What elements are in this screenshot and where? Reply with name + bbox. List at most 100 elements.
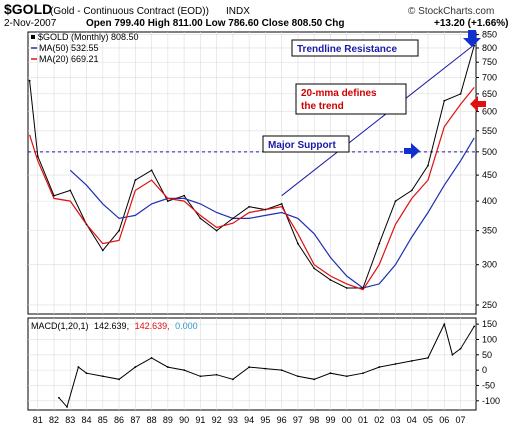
legend-ma20: MA(20) 669.21	[39, 54, 99, 64]
macd-panel	[27, 317, 477, 411]
arrow-left-icon	[470, 96, 486, 112]
macd-x-tick-label: 03	[390, 415, 400, 425]
price-point	[118, 229, 120, 232]
price-point	[166, 200, 169, 203]
price-point	[69, 189, 72, 192]
macd-x-tick-label: 94	[244, 415, 254, 425]
price-point	[427, 164, 429, 167]
change-value: +13.20 (+1.66%)	[434, 18, 509, 29]
price-points	[28, 44, 476, 289]
price-y-axis: 250 300 350 400 450 500 550 600 650 700 750 800 850	[476, 30, 497, 310]
macd-x-tick-label: 91	[195, 415, 205, 425]
macd-point	[443, 323, 446, 326]
price-point	[280, 203, 283, 205]
macd-x-tick-label: 97	[293, 415, 303, 425]
macd-x-tick-label: 95	[260, 415, 270, 425]
macd-y-tick-label: -100	[482, 396, 500, 406]
price-point	[150, 169, 153, 172]
macd-point	[101, 375, 104, 378]
price-y-tick-label: 850	[482, 30, 497, 40]
price-point	[264, 208, 267, 211]
price-y-tick-label: 400	[482, 196, 497, 206]
macd-x-tick-label: 02	[374, 415, 384, 425]
ohlc-summary: Open 799.40 High 811.00 Low 786.60 Close…	[86, 18, 344, 29]
trendline-callout-text: Trendline Resistance	[297, 44, 397, 55]
macd-y-tick-label: 100	[482, 334, 497, 344]
price-y-tick-label: 350	[482, 226, 497, 236]
price-point	[297, 242, 299, 245]
exchange-label: INDX	[226, 6, 250, 17]
macd-point	[199, 375, 202, 378]
price-point	[215, 229, 218, 232]
macd-point	[362, 372, 364, 375]
macd-x-tick-label: 05	[423, 415, 433, 425]
macd-x-tick-label: 07	[456, 415, 466, 425]
macd-point	[66, 406, 68, 408]
macd-x-tick-label: 01	[358, 415, 368, 425]
macd-point	[378, 366, 381, 368]
macd-point	[57, 396, 60, 399]
price-y-tick-label: 700	[482, 72, 497, 82]
macd-point	[248, 366, 251, 368]
macd-point	[264, 367, 267, 370]
trendline-callout-box	[291, 39, 419, 57]
macd-point	[297, 375, 299, 378]
macd-x-tick-label: 87	[130, 415, 140, 425]
macd-x-tick-label: 04	[407, 415, 417, 425]
macd-x-tick-label: 93	[228, 415, 238, 425]
support-callout-box	[262, 135, 350, 153]
price-point	[28, 79, 31, 82]
price-y-tick-label: 450	[482, 170, 497, 180]
price-point	[459, 92, 462, 95]
macd-x-tick-label: 89	[163, 415, 173, 425]
brand-label: © StockCharts.com	[408, 6, 494, 17]
macd-y-axis: -100 -50 0 50 100 150	[476, 319, 500, 406]
arrow-right-icon	[404, 143, 420, 159]
macd-point	[280, 369, 283, 372]
macd-x-tick-label: 00	[342, 415, 352, 425]
macd-point	[427, 356, 429, 359]
price-point	[378, 242, 381, 245]
price-point	[345, 287, 348, 289]
price-point	[36, 155, 39, 158]
price-y-tick-label: 800	[482, 43, 497, 53]
macd-point	[313, 378, 316, 381]
price-point	[248, 205, 251, 208]
price-point	[134, 179, 137, 181]
macd-point	[345, 375, 348, 378]
price-y-tick-label: 600	[482, 107, 497, 117]
mma-callout-line1: 20-mma defines	[301, 88, 377, 99]
macd-x-tick-label: 86	[114, 415, 124, 425]
price-y-tick-label: 500	[482, 147, 497, 157]
price-panel	[27, 31, 477, 315]
macd-grid	[28, 318, 476, 410]
price-y-tick-label: 750	[482, 57, 497, 67]
arrow-down-icon	[463, 30, 481, 47]
trendline-resistance-line	[281, 44, 474, 197]
macd-point	[134, 366, 137, 368]
macd-x-tick-label: 98	[309, 415, 319, 425]
price-y-tick-label: 250	[482, 300, 497, 310]
macd-point	[231, 378, 234, 381]
macd-point	[459, 347, 462, 350]
macd-point	[77, 366, 80, 368]
mma-callout-line2: the trend	[301, 101, 344, 112]
macd-point	[85, 372, 88, 375]
price-point	[362, 287, 364, 289]
mma-callout-box	[295, 83, 407, 115]
macd-legend-v2: 142.639,	[135, 321, 170, 331]
price-point	[101, 249, 104, 252]
macd-legend-label: MACD(1,20,1)	[31, 321, 89, 331]
macd-x-tick-label: 84	[82, 415, 92, 425]
price-point	[85, 223, 88, 226]
series-ma50-line	[69, 137, 475, 289]
macd-x-tick-label: 83	[65, 415, 75, 425]
price-y-tick-label: 300	[482, 260, 497, 270]
price-y-tick-label: 550	[482, 126, 497, 136]
macd-point	[451, 353, 454, 356]
macd-point	[410, 360, 413, 362]
symbol-title: $GOLD	[4, 1, 52, 17]
macd-x-tick-label: 06	[439, 415, 449, 425]
support-callout-text: Major Support	[268, 140, 336, 151]
